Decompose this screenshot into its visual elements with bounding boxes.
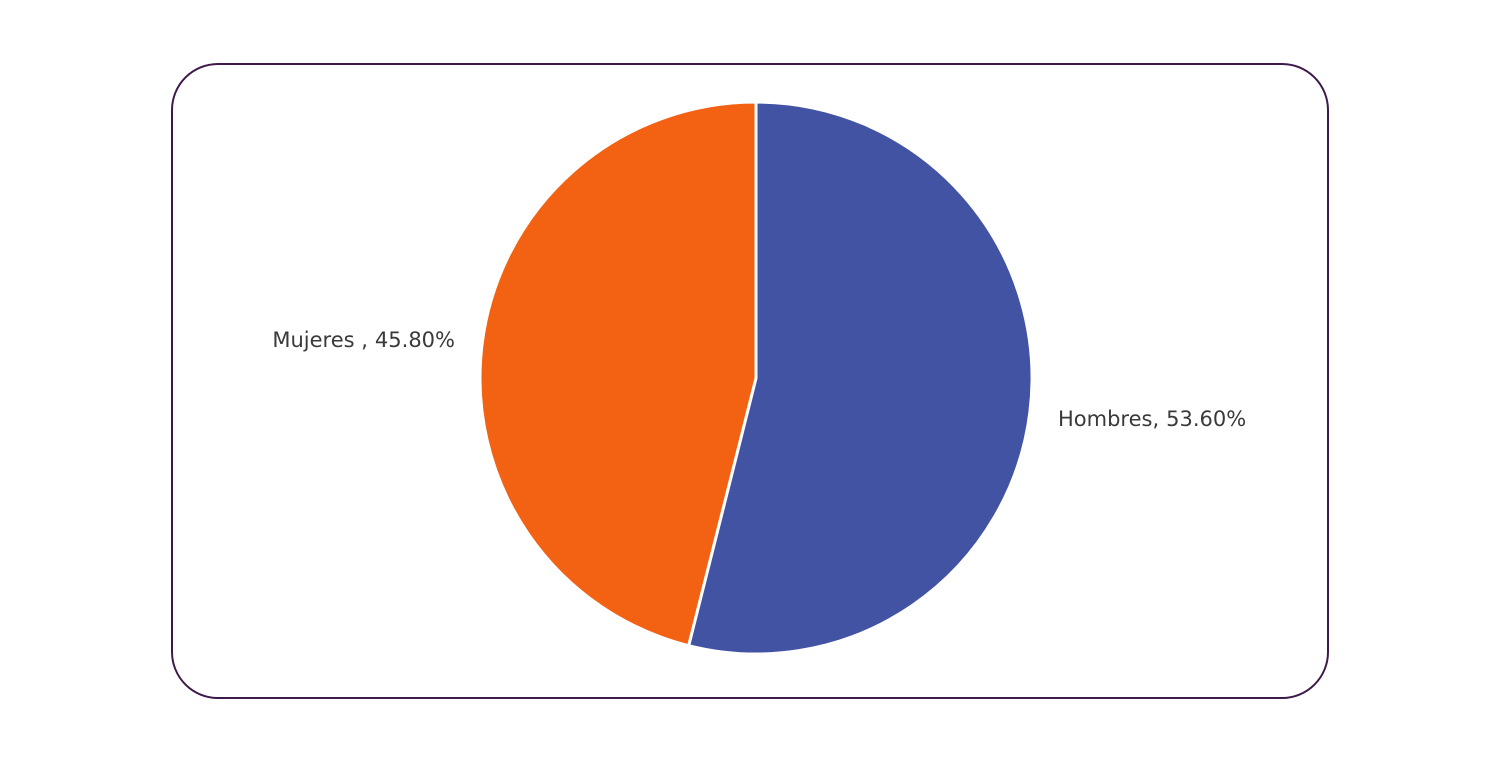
pie-slice: [686, 100, 1034, 656]
slice-label: Hombres, 53.60%: [1058, 407, 1246, 431]
pie-slice: [478, 100, 758, 648]
category-label: Hombres,: [1058, 407, 1159, 431]
value-label: 53.60%: [1166, 407, 1246, 431]
slice-label: Mujeres , 45.80%: [272, 328, 455, 352]
category-label: Mujeres ,: [272, 328, 368, 352]
value-label: 45.80%: [375, 328, 455, 352]
